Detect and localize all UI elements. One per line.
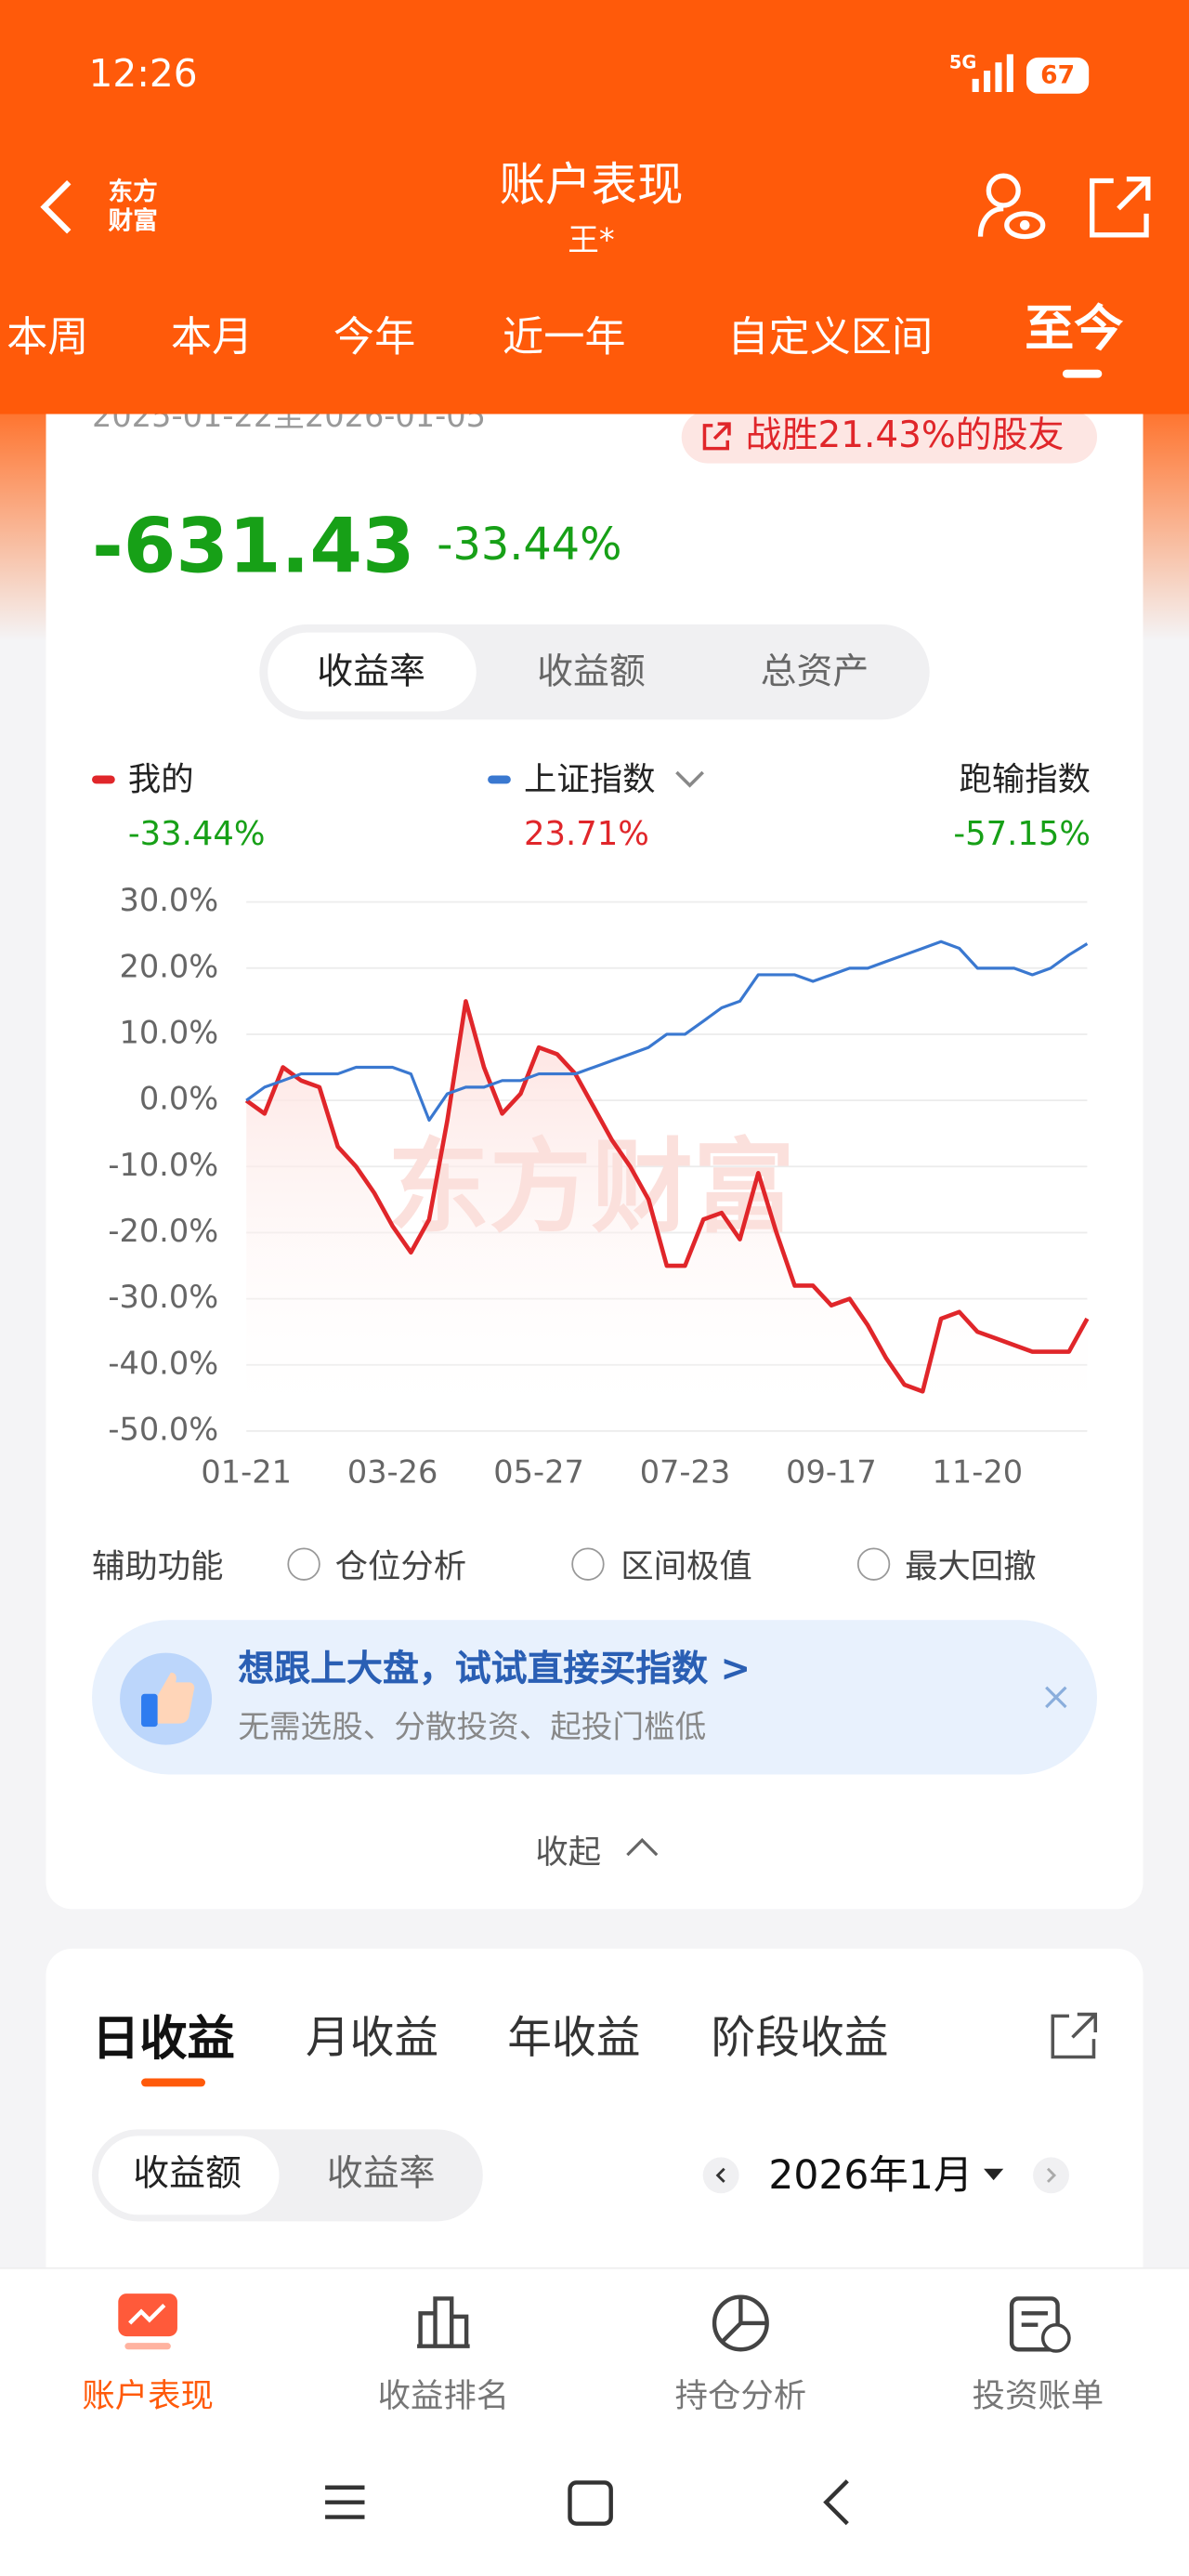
privacy-icon[interactable] — [975, 171, 1048, 243]
collapse[interactable]: 收起 — [535, 1832, 602, 1872]
tab[interactable]: 自定义区间 — [727, 312, 934, 361]
toggle-option[interactable]: 收益率 — [326, 2153, 436, 2196]
close-icon[interactable] — [1043, 1684, 1069, 1710]
toggle-option[interactable]: 收益额 — [133, 2153, 242, 2196]
collapse-icon[interactable] — [624, 1835, 660, 1859]
tab-active[interactable]: 至今 — [1025, 300, 1124, 359]
prev-month[interactable] — [702, 2157, 739, 2194]
page-subtitle: 王* — [568, 222, 615, 259]
comparison-label: 跑输指数 — [959, 758, 1091, 799]
x-tick-label: 07-23 — [640, 1453, 731, 1490]
nav-icon[interactable] — [115, 2291, 181, 2353]
series-line — [244, 999, 1090, 1394]
x-tick-label: 03-26 — [347, 1453, 438, 1490]
promo-title[interactable]: 想跟上大盘，试试直接买指数 > — [238, 1649, 751, 1691]
nav-icon[interactable] — [708, 2291, 774, 2353]
prev-icon — [715, 2167, 725, 2183]
tab[interactable]: 本周 — [7, 312, 89, 361]
x-tick-label: 09-17 — [786, 1453, 877, 1490]
network: 5G — [948, 51, 977, 73]
earnings-tab[interactable]: 月收益 — [305, 2013, 439, 2065]
tab-underline — [141, 2078, 205, 2087]
y-tick-label: -20.0% — [108, 1213, 218, 1249]
metric-option[interactable]: 收益率 — [317, 651, 425, 694]
y-tick-label: -10.0% — [108, 1147, 218, 1183]
y-tick-label: -30.0% — [108, 1279, 218, 1315]
chart: 东方财富 30.0% 20.0% 10.0% 0.0% -10.0% -20.0% -30.… — [108, 882, 1090, 1490]
battery-level: 67 — [1040, 59, 1076, 90]
metric-toggle-active[interactable] — [268, 632, 477, 712]
system-nav[interactable] — [312, 2473, 870, 2532]
x-tick-label: 05-27 — [493, 1453, 584, 1490]
share-icon[interactable] — [1087, 174, 1153, 240]
metric-option[interactable]: 收益额 — [537, 651, 646, 694]
x-tick-label: 01-21 — [201, 1453, 292, 1490]
watermark: 东方财富 — [387, 1128, 794, 1247]
tab-indicator — [1062, 369, 1103, 378]
comparison-value: -57.15% — [953, 813, 1091, 853]
nav-label[interactable]: 账户表现 — [82, 2375, 214, 2415]
tab[interactable]: 本月 — [170, 312, 254, 361]
profit-amount: -631.43 — [92, 501, 415, 590]
legend-name[interactable]: 上证指数 — [523, 758, 656, 799]
promo-icon — [120, 1652, 213, 1745]
y-tick-label: 0.0% — [139, 1081, 218, 1117]
nav-label[interactable]: 投资账单 — [972, 2375, 1104, 2415]
earnings-toggle-active[interactable] — [98, 2136, 280, 2215]
logo-text: 东方 — [108, 177, 158, 206]
series-area — [246, 1001, 1088, 1431]
logo-text: 财富 — [108, 205, 158, 236]
header — [0, 0, 1189, 414]
earnings-tab[interactable]: 阶段收益 — [711, 2013, 889, 2065]
y-tick-label: 20.0% — [119, 948, 218, 984]
legend-value: 23.71% — [523, 813, 649, 853]
signal-icon — [972, 54, 1013, 93]
status-time: 12:26 — [88, 53, 198, 97]
x-tick-label: 11-20 — [933, 1453, 1024, 1490]
series-line — [245, 940, 1089, 1123]
radio[interactable] — [571, 1547, 605, 1581]
next-icon — [1046, 2167, 1057, 2183]
promo-subtitle: 无需选股、分散投资、起投门槛低 — [238, 1709, 707, 1746]
share-icon[interactable] — [1048, 2009, 1101, 2062]
y-tick-label: -40.0% — [108, 1345, 218, 1381]
legend-value: -33.44% — [127, 813, 266, 853]
month[interactable]: 2026年1月 — [768, 2152, 973, 2199]
page-title: 账户表现 — [499, 157, 684, 213]
next-month[interactable] — [1033, 2157, 1069, 2194]
month-dropdown[interactable] — [982, 2167, 1005, 2184]
dropdown-icon[interactable] — [673, 766, 706, 792]
legend-swatch — [92, 775, 115, 784]
profit-rate: -33.44% — [437, 519, 622, 572]
tab[interactable]: 近一年 — [503, 312, 626, 361]
radio[interactable] — [287, 1547, 320, 1581]
promo-banner[interactable] — [92, 1620, 1098, 1775]
y-tick-label: 10.0% — [119, 1014, 218, 1050]
beat-badge-text: 战胜21.43%的股友 — [745, 415, 1065, 457]
earnings-tab[interactable]: 日收益 — [92, 2010, 235, 2067]
aux-option[interactable]: 最大回撤 — [905, 1545, 1037, 1586]
battery — [1026, 57, 1090, 94]
y-tick-label: 30.0% — [119, 882, 218, 918]
aux-option[interactable]: 区间极值 — [621, 1545, 752, 1586]
legend-swatch — [488, 775, 511, 784]
metric-option[interactable]: 总资产 — [760, 651, 869, 694]
nav-icon[interactable] — [1005, 2291, 1074, 2357]
radio[interactable] — [856, 1547, 891, 1581]
nav-label[interactable]: 持仓分析 — [674, 2375, 807, 2415]
back-icon[interactable] — [36, 177, 75, 237]
nav-label[interactable]: 收益排名 — [377, 2375, 510, 2415]
badge-icon — [702, 422, 731, 451]
y-tick-label: -50.0% — [108, 1411, 218, 1447]
nav-icon[interactable] — [411, 2291, 477, 2353]
tab[interactable]: 今年 — [333, 312, 416, 361]
beat-badge[interactable] — [681, 411, 1098, 464]
earnings-tab[interactable]: 年收益 — [507, 2013, 641, 2065]
aux-label: 辅助功能 — [92, 1545, 224, 1586]
aux-option[interactable]: 仓位分析 — [334, 1545, 467, 1586]
legend-name: 我的 — [127, 758, 194, 799]
